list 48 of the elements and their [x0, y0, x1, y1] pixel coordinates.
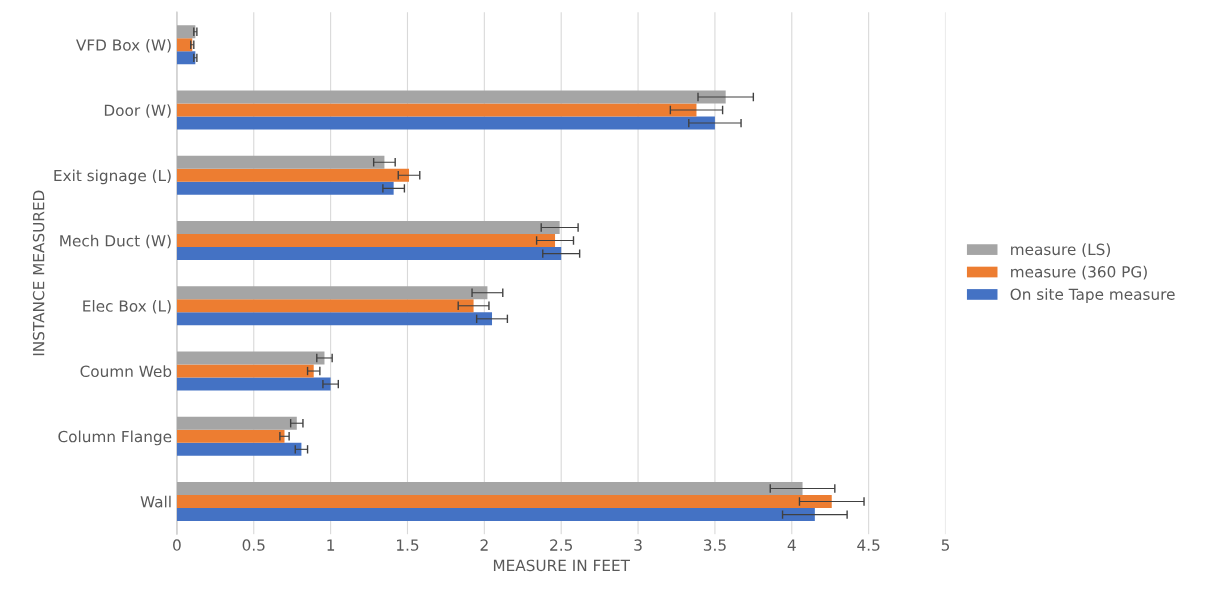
bar [176, 351, 325, 365]
legend-label: On site Tape measure [1010, 288, 1175, 303]
y-axis-title: INSTANCE MEASURED [32, 190, 45, 356]
bar [176, 51, 196, 65]
bar [176, 495, 832, 509]
y-tick-label: Wall [140, 495, 171, 508]
x-tick-label: 0 [173, 539, 181, 551]
x-tick-label: 3 [634, 539, 642, 551]
bar [176, 442, 302, 456]
bar [176, 429, 285, 443]
x-axis-title: MEASURE IN FEET [493, 559, 630, 572]
x-tick-label: 2.5 [550, 539, 573, 551]
bar [176, 312, 493, 326]
legend-label: measure (LS) [1011, 243, 1111, 257]
x-tick-label: 3.5 [703, 539, 726, 551]
x-tick-label: 0.5 [242, 539, 265, 551]
x-tick-label: 4 [787, 539, 796, 551]
bar [176, 38, 193, 52]
y-tick-label: Column Flange [58, 430, 172, 446]
bar [176, 377, 331, 391]
y-tick-label: VFD Box (W) [76, 38, 171, 53]
x-tick-label: 2 [480, 539, 488, 551]
bar [176, 508, 815, 522]
bar [176, 25, 196, 39]
bar [176, 364, 314, 378]
bar [176, 220, 560, 234]
bar [176, 481, 803, 496]
y-tick-label: Exit signage (L) [54, 169, 171, 185]
bar [176, 168, 410, 182]
legend-label: measure (360 PG) [1011, 265, 1147, 280]
bar [176, 155, 385, 169]
bar [176, 234, 556, 248]
x-tick-label: 1.5 [397, 539, 419, 551]
y-tick-label: Door (W) [104, 104, 171, 118]
bar [176, 103, 697, 117]
bar [176, 116, 715, 130]
bar [176, 90, 726, 104]
y-tick-label: Mech Duct (W) [60, 234, 171, 249]
y-tick-label: Coumn Web [80, 365, 172, 378]
x-tick-label: 1 [327, 539, 335, 551]
bar [176, 299, 474, 313]
x-tick-label: 5 [941, 539, 950, 551]
bar [176, 247, 562, 261]
bar [176, 286, 488, 300]
x-tick-label: 4.5 [857, 539, 880, 551]
y-tick-label: Elec Box (L) [83, 299, 171, 314]
bar [176, 181, 394, 195]
bar [176, 416, 297, 430]
